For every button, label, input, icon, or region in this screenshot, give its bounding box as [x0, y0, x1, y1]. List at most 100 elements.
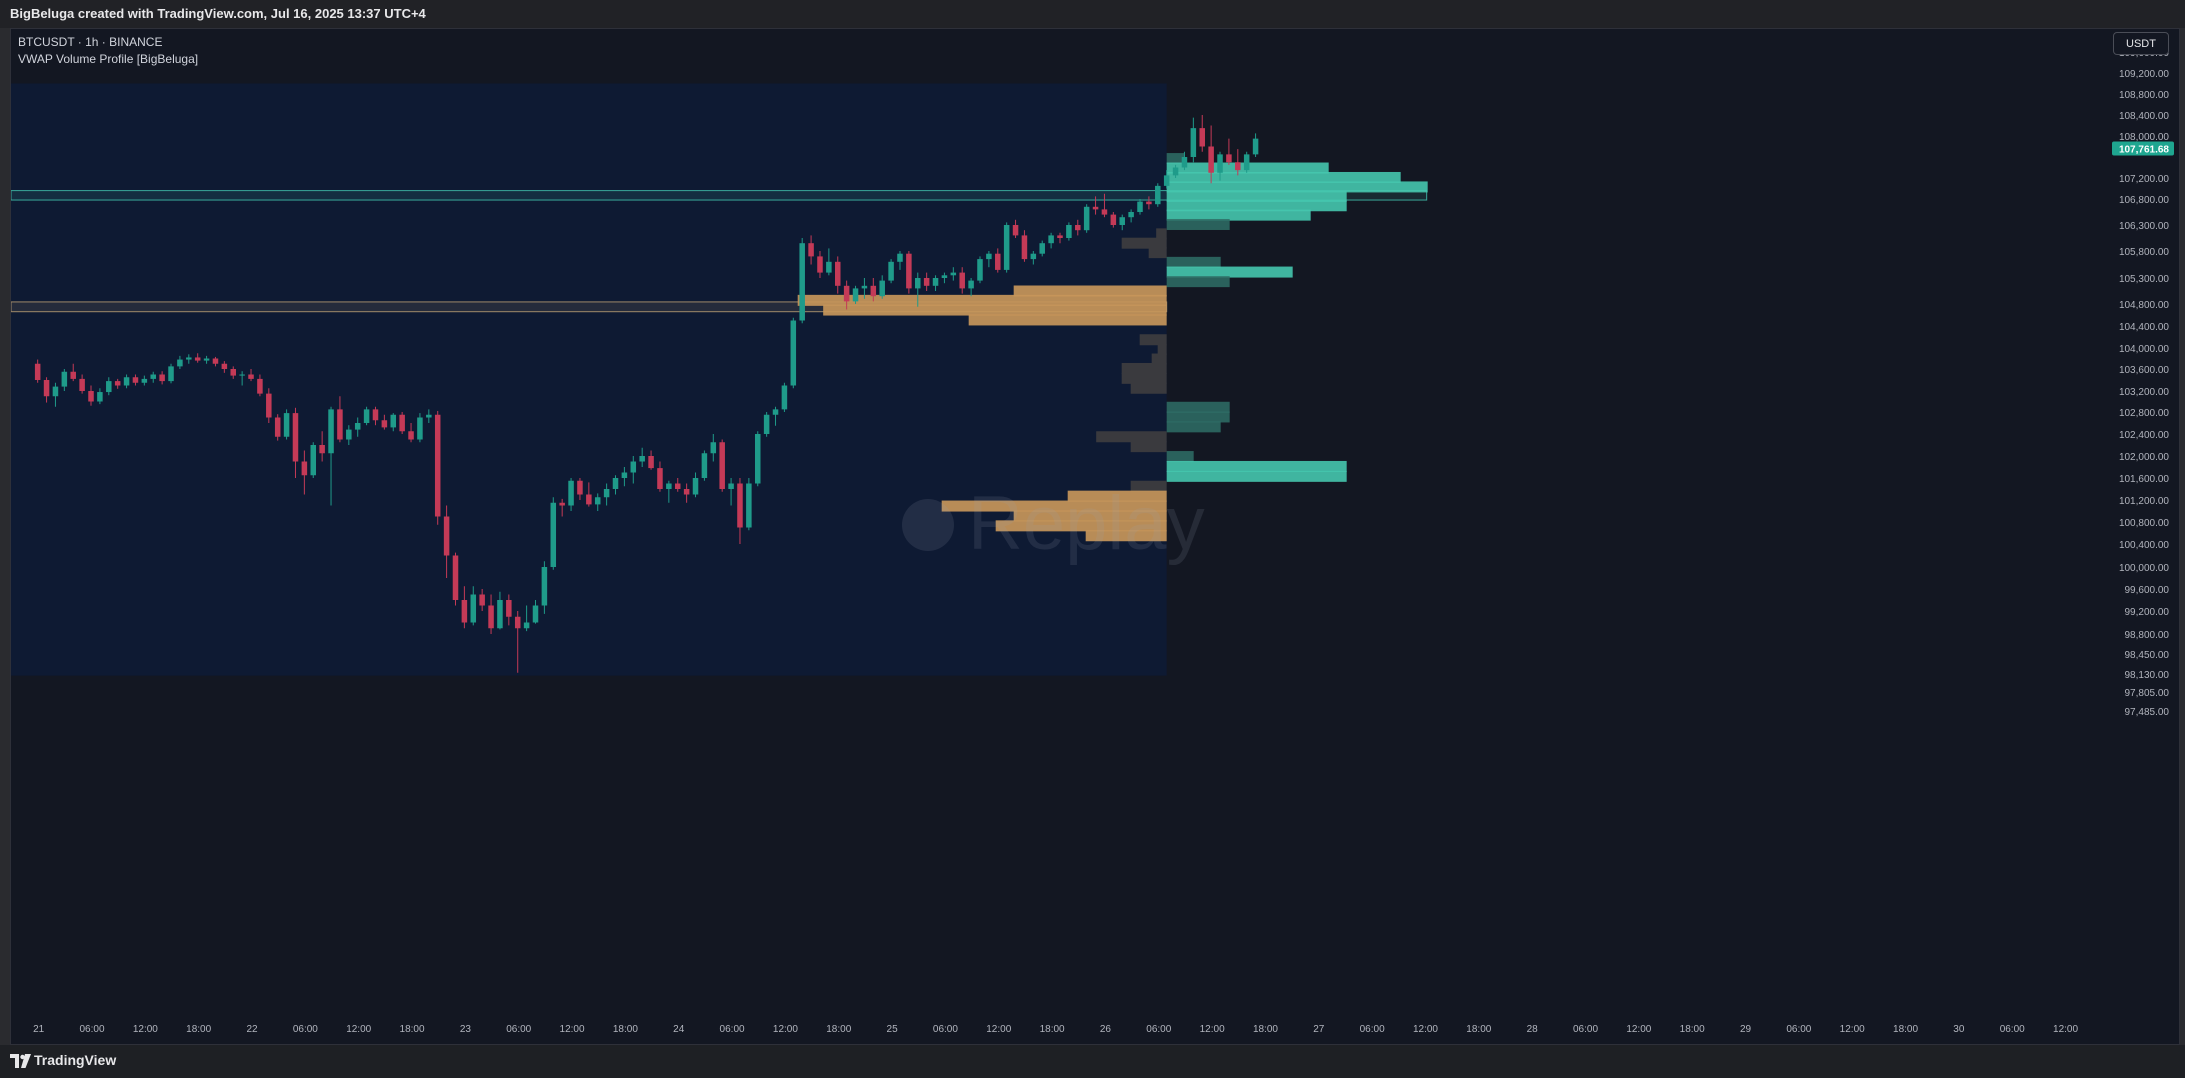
- time-tick-label: 06:00: [1786, 1024, 1811, 1035]
- candle: [1146, 196, 1152, 210]
- currency-button[interactable]: USDT: [2113, 32, 2169, 55]
- candle-body: [514, 616, 521, 629]
- time-tick-label: 12:00: [133, 1024, 158, 1035]
- volume-bar-up: [1166, 153, 1185, 165]
- candle-body: [995, 253, 1001, 270]
- tradingview-brand[interactable]: TradingView: [34, 1052, 117, 1068]
- tradingview-logo-icon[interactable]: [10, 1054, 32, 1068]
- candle-body: [43, 380, 50, 397]
- time-tick-label: 23: [460, 1024, 472, 1035]
- candle-body: [159, 374, 165, 382]
- candle: [159, 371, 165, 385]
- candle-body: [1057, 235, 1063, 238]
- time-tick-label: 12:00: [346, 1024, 371, 1035]
- candle: [1092, 196, 1099, 215]
- price-tick-label: 98,800.00: [2125, 630, 2170, 641]
- candle-body: [737, 483, 743, 528]
- candle-body: [1252, 138, 1259, 155]
- candle: [1235, 149, 1241, 176]
- volume-bar-up: [1166, 470, 1347, 482]
- candle: [790, 317, 797, 389]
- candle: [43, 377, 50, 403]
- candle: [497, 591, 503, 630]
- candle-body: [746, 483, 752, 528]
- volume-bar-down: [1085, 530, 1167, 542]
- candle-body: [390, 414, 397, 428]
- candle: [266, 388, 272, 423]
- time-tick-label: 06:00: [720, 1024, 745, 1035]
- volume-bar-down: [1151, 353, 1167, 365]
- candle-body: [1092, 206, 1099, 210]
- candle-body: [817, 256, 823, 273]
- last-price-label: 107,761.68: [2119, 145, 2169, 156]
- candle: [79, 374, 85, 394]
- candle: [1172, 164, 1179, 178]
- time-tick-label: 25: [887, 1024, 899, 1035]
- time-tick-label: 12:00: [1840, 1024, 1865, 1035]
- time-tick-label: 21: [33, 1024, 45, 1035]
- candle-body: [763, 414, 770, 434]
- price-tick-label: 98,130.00: [2125, 670, 2170, 681]
- candle-body: [870, 285, 877, 297]
- candle-body: [34, 363, 41, 380]
- candle: [879, 275, 885, 299]
- candle: [746, 478, 752, 531]
- candle: [1243, 151, 1250, 173]
- candle: [799, 238, 805, 324]
- candle: [897, 251, 903, 270]
- candle: [470, 586, 477, 626]
- candle-body: [381, 420, 388, 428]
- candle-body: [666, 483, 672, 489]
- candle: [781, 382, 788, 412]
- price-tick-label: 103,200.00: [2119, 387, 2169, 398]
- price-tick-label: 100,800.00: [2119, 518, 2169, 529]
- candle-body: [754, 434, 761, 484]
- candle: [932, 275, 939, 291]
- candle-body: [906, 253, 912, 289]
- candle-body: [1146, 201, 1152, 205]
- candle-body: [843, 285, 850, 302]
- candle: [737, 478, 743, 544]
- candle-body: [621, 472, 628, 478]
- volume-bar-down: [1096, 431, 1167, 443]
- candle: [1039, 240, 1045, 257]
- candle: [257, 374, 263, 397]
- time-tick-label: 12:00: [986, 1024, 1011, 1035]
- time-tick-label: 18:00: [613, 1024, 638, 1035]
- indicator-title[interactable]: VWAP Volume Profile [BigBeluga]: [18, 52, 199, 66]
- time-tick-label: 06:00: [1360, 1024, 1385, 1035]
- candle-body: [212, 358, 219, 364]
- candle: [34, 359, 41, 383]
- price-tick-label: 100,000.00: [2119, 563, 2169, 574]
- candle-body: [283, 413, 290, 437]
- volume-bar-down: [1139, 334, 1167, 346]
- symbol-info[interactable]: BTCUSDT · 1h · BINANCE: [18, 35, 163, 49]
- candle: [630, 456, 637, 484]
- candle: [852, 285, 859, 304]
- candle-body: [88, 391, 94, 402]
- volume-bar-up: [1166, 451, 1194, 463]
- price-chart[interactable]: 109,600.00109,200.00108,800.00108,400.00…: [11, 29, 2181, 1046]
- candle: [230, 366, 237, 379]
- chart-pane[interactable]: 109,600.00109,200.00108,800.00108,400.00…: [10, 28, 2180, 1045]
- candle: [754, 431, 761, 487]
- candle-body: [728, 483, 734, 489]
- candle-body: [177, 359, 183, 367]
- candle: [443, 505, 450, 578]
- time-tick-label: 06:00: [293, 1024, 318, 1035]
- candle: [168, 363, 174, 384]
- candle-body: [1083, 206, 1090, 231]
- price-tick-label: 97,805.00: [2125, 688, 2170, 699]
- candle-body: [1003, 225, 1010, 270]
- candle-body: [301, 461, 308, 476]
- candle: [523, 605, 530, 632]
- candle-body: [239, 374, 245, 376]
- candle-body: [319, 445, 325, 454]
- candle-body: [346, 429, 352, 440]
- price-tick-label: 97,485.00: [2125, 707, 2170, 718]
- candle: [97, 388, 103, 405]
- candle: [710, 434, 717, 462]
- candle: [106, 377, 112, 396]
- candle-body: [541, 567, 548, 606]
- volume-bar-down: [1156, 228, 1167, 240]
